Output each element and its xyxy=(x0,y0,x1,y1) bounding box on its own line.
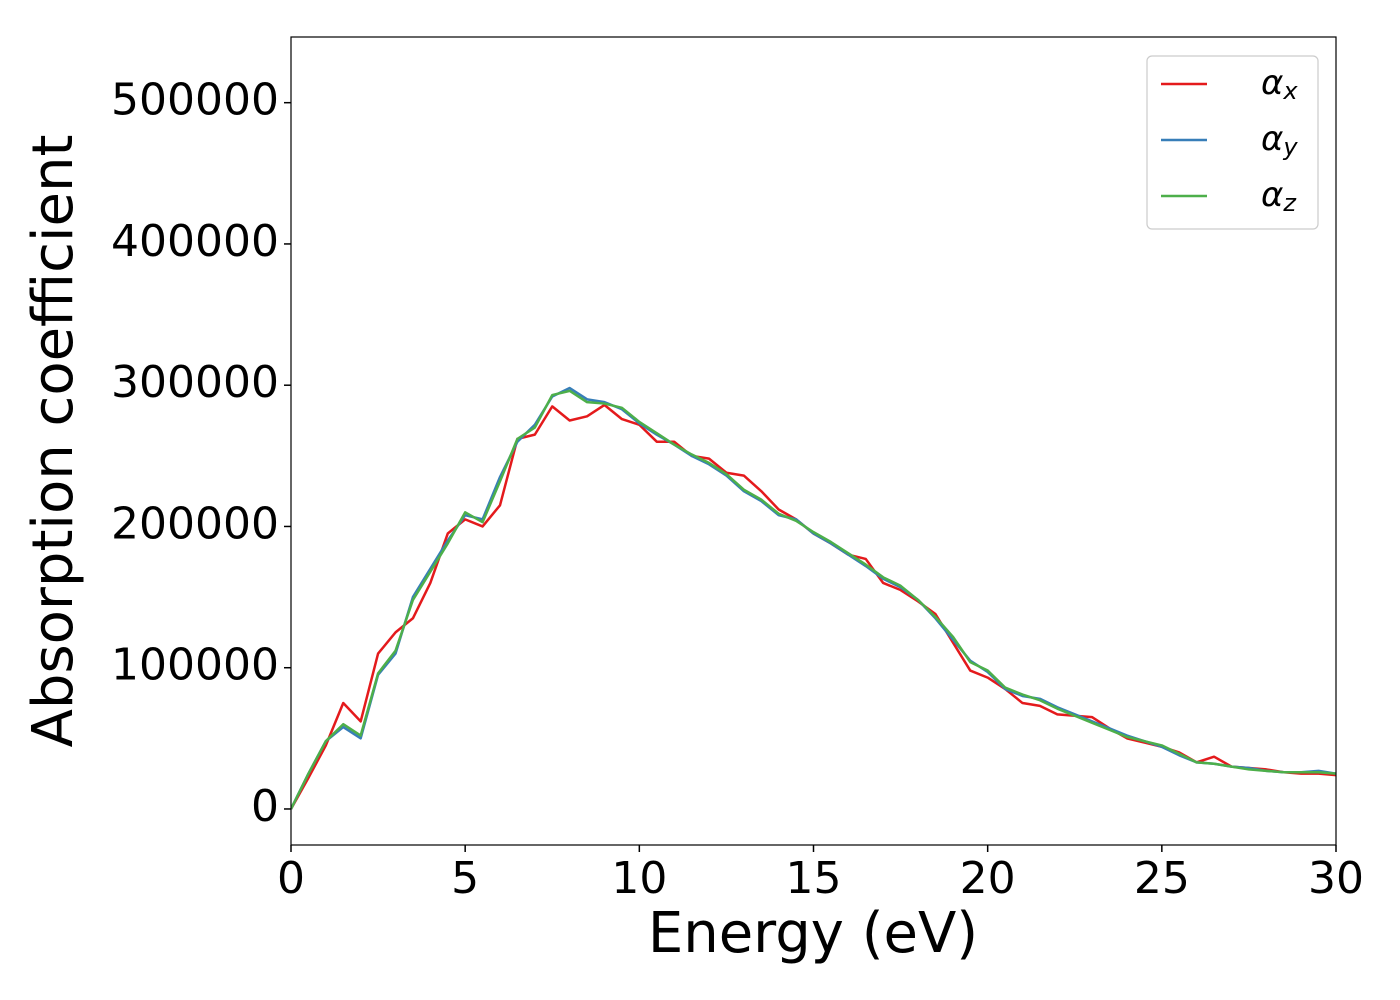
y-tick-label: 400000 xyxy=(111,216,279,267)
series-line xyxy=(291,403,1336,810)
x-tick-label: 0 xyxy=(277,853,305,904)
series-line xyxy=(291,389,1336,810)
x-tick-label: 25 xyxy=(1134,853,1190,904)
plot-frame xyxy=(290,36,1337,846)
x-tick-label: 20 xyxy=(960,853,1016,904)
legend-label: αz xyxy=(1261,175,1297,218)
y-tick-label: 100000 xyxy=(111,640,279,691)
y-tick-label: 200000 xyxy=(111,498,279,549)
plot-area xyxy=(291,386,1336,810)
y-tick-label: 500000 xyxy=(111,75,279,126)
x-tick-label: 30 xyxy=(1308,853,1364,904)
x-tick-label: 10 xyxy=(611,853,667,904)
legend-label: αy xyxy=(1261,119,1298,162)
y-axis-label: Absorption coefficient xyxy=(21,135,86,748)
x-tick-label: 15 xyxy=(786,853,842,904)
legend-box xyxy=(1146,55,1319,230)
x-tick-label: 5 xyxy=(451,853,479,904)
x-axis-label: Energy (eV) xyxy=(648,901,978,966)
y-tick-label: 0 xyxy=(251,781,279,832)
y-tick-label: 300000 xyxy=(111,357,279,408)
legend-label: αx xyxy=(1261,63,1298,106)
series-line xyxy=(291,386,1336,810)
